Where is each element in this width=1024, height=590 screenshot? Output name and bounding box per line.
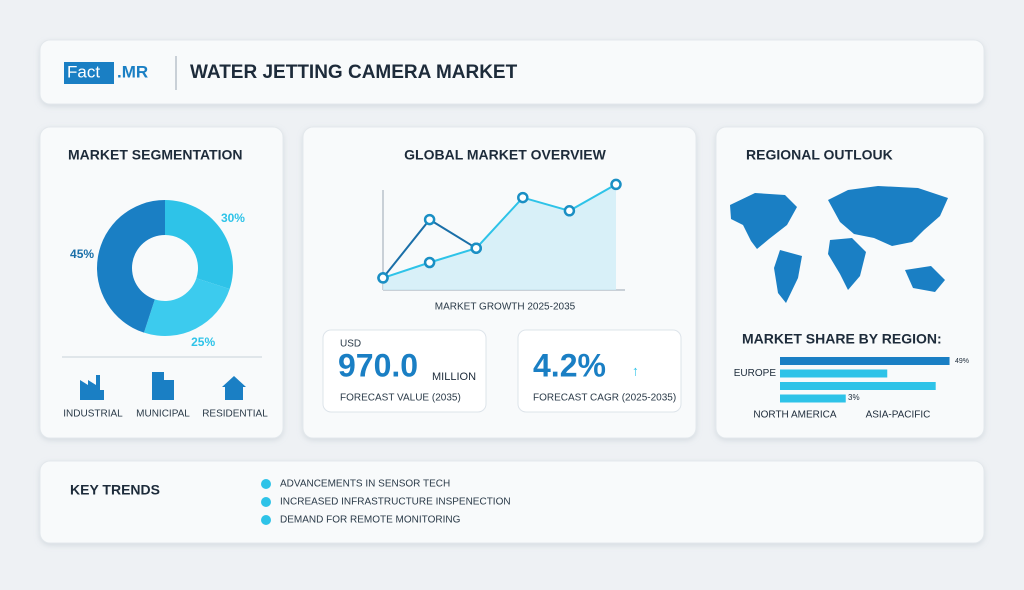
annotation: 3% — [848, 393, 860, 402]
stat-value: 970.0 — [338, 347, 418, 383]
segment-icons — [80, 372, 246, 400]
up-arrow: ↑ — [632, 363, 639, 379]
card — [39, 460, 985, 544]
stat-unit: MILLION — [432, 371, 476, 383]
stat-card — [517, 329, 682, 413]
section-title: KEY TRENDS — [70, 482, 160, 498]
bar — [780, 394, 846, 403]
section-title: MARKET SHARE BY REGION: — [742, 331, 942, 347]
annotation: 49% — [955, 358, 969, 365]
segment-label: MUNICIPAL — [136, 409, 190, 420]
header-card — [39, 39, 985, 105]
point — [423, 213, 436, 226]
logo: .MR — [117, 62, 148, 81]
donut-segment — [143, 278, 230, 336]
stat-prefix: USD — [340, 339, 361, 350]
bar — [780, 369, 888, 378]
point — [377, 272, 389, 284]
trend-item: ADVANCEMENTS IN SENSOR TECH — [280, 479, 450, 490]
section-title: REGIONAL OUTLOUK — [746, 147, 893, 163]
x-axis-label: MARKET GROWTH 2025-2035 — [435, 302, 576, 313]
logo: Fact — [67, 62, 100, 81]
bar — [780, 382, 936, 390]
segment-label: INDUSTRIAL — [63, 409, 123, 420]
trend-item: INCREASED INFRASTRUCTURE INSPENECTION — [280, 497, 511, 508]
trend-item: DEMAND FOR REMOTE MONITORING — [280, 515, 461, 526]
data-label: 45% — [70, 247, 94, 261]
point — [517, 191, 529, 204]
bullets — [261, 479, 271, 525]
data-label: 25% — [191, 335, 215, 349]
line — [382, 183, 617, 279]
area — [383, 184, 616, 290]
stat-label: FORECAST VALUE (2035) — [340, 393, 461, 404]
world-map — [730, 186, 948, 303]
data-label: 30% — [221, 211, 245, 225]
stat-card — [322, 329, 487, 413]
section-title: GLOBAL MARKET OVERVIEW — [404, 147, 607, 163]
page-title: WATER JETTING CAMERA MARKET — [190, 62, 518, 83]
card — [39, 126, 284, 439]
donut-segment — [97, 200, 165, 333]
point — [610, 178, 622, 191]
region-label: ASIA-PACIFIC — [866, 410, 931, 421]
bar — [780, 357, 950, 365]
stat-value: 4.2% — [533, 347, 606, 383]
point — [563, 205, 576, 217]
point — [423, 256, 436, 269]
logo-box — [64, 62, 114, 84]
category-label: EUROPE — [734, 368, 777, 379]
segment-label: RESIDENTIAL — [202, 409, 268, 420]
donut-segment — [165, 200, 234, 290]
stat-label: FORECAST CAGR (2025-2035) — [533, 393, 676, 404]
point — [470, 242, 482, 254]
section-title: MARKET SEGMENTATION — [68, 147, 242, 163]
region-label: NORTH AMERICA — [753, 410, 836, 421]
